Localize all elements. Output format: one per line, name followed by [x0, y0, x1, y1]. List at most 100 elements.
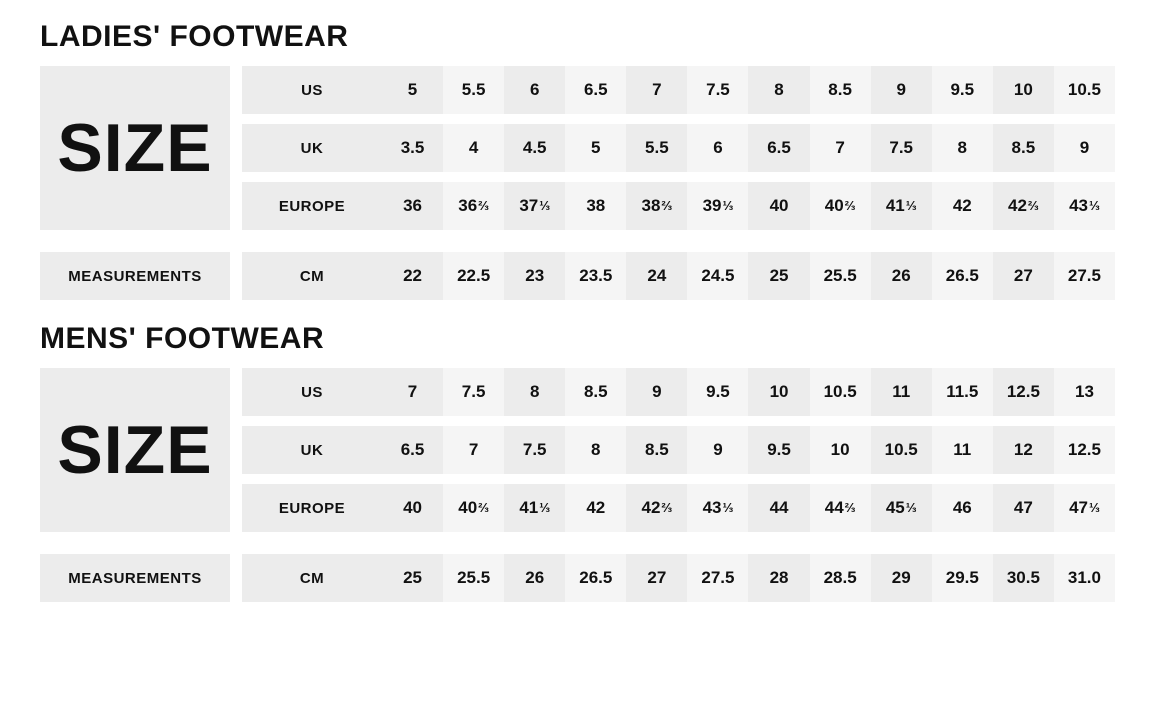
size-cell: 37⅓: [504, 182, 565, 230]
size-cell: 40: [382, 484, 443, 532]
size-cell: 31.0: [1054, 554, 1115, 602]
group-label-measurements: MEASUREMENTS: [40, 554, 230, 602]
size-cell: 12.5: [993, 368, 1054, 416]
size-cell: 10.5: [810, 368, 871, 416]
size-cell: 30.5: [993, 554, 1054, 602]
size-cell: 42⅔: [626, 484, 687, 532]
size-cell: 11: [932, 426, 993, 474]
unit-label: CM: [242, 554, 382, 602]
size-cell: 27.5: [687, 554, 748, 602]
size-cell: 8.5: [626, 426, 687, 474]
size-cell: 7: [810, 124, 871, 172]
size-cell: 10: [748, 368, 809, 416]
size-cell: 10.5: [1054, 66, 1115, 114]
unit-label: US: [242, 66, 382, 114]
section-title: MENS' FOOTWEAR: [40, 322, 1115, 356]
size-row: CM2222.52323.52424.52525.52626.52727.5: [242, 252, 1115, 300]
size-cell: 25: [748, 252, 809, 300]
size-cell: 10: [993, 66, 1054, 114]
size-cell: 26: [871, 252, 932, 300]
size-cell: 36⅔: [443, 182, 504, 230]
size-cell: 7.5: [504, 426, 565, 474]
size-cell: 6.5: [748, 124, 809, 172]
size-cell: 10: [810, 426, 871, 474]
rows-wrap: CM2222.52323.52424.52525.52626.52727.5: [242, 252, 1115, 300]
size-cell: 8: [932, 124, 993, 172]
size-row: EUROPE3636⅔37⅓3838⅔39⅓4040⅔41⅓4242⅔43⅓: [242, 182, 1115, 230]
size-cell: 41⅓: [871, 182, 932, 230]
size-cell: 44⅔: [810, 484, 871, 532]
section-title: LADIES' FOOTWEAR: [40, 20, 1115, 54]
size-cell: 8.5: [565, 368, 626, 416]
size-cell: 40⅔: [443, 484, 504, 532]
size-cell: 11: [871, 368, 932, 416]
size-group: SIZEUS77.588.599.51010.51111.512.513UK6.…: [40, 368, 1115, 532]
size-cell: 5: [565, 124, 626, 172]
size-cell: 7.5: [687, 66, 748, 114]
size-cell: 7: [382, 368, 443, 416]
size-cell: 29: [871, 554, 932, 602]
size-cell: 26.5: [932, 252, 993, 300]
size-cell: 26: [504, 554, 565, 602]
size-row: UK3.544.555.566.577.588.59: [242, 124, 1115, 172]
unit-label: CM: [242, 252, 382, 300]
size-cell: 12.5: [1054, 426, 1115, 474]
group-label-size: SIZE: [40, 66, 230, 230]
size-cell: 39⅓: [687, 182, 748, 230]
size-cell: 8.5: [810, 66, 871, 114]
size-cell: 8: [565, 426, 626, 474]
size-row: EUROPE4040⅔41⅓4242⅔43⅓4444⅔45⅓464747⅓: [242, 484, 1115, 532]
rows-wrap: US55.566.577.588.599.51010.5UK3.544.555.…: [242, 66, 1115, 230]
size-cell: 7.5: [443, 368, 504, 416]
unit-label: UK: [242, 426, 382, 474]
size-cell: 47⅓: [1054, 484, 1115, 532]
size-cell: 41⅓: [504, 484, 565, 532]
size-row: UK6.577.588.599.51010.5111212.5: [242, 426, 1115, 474]
size-row: CM2525.52626.52727.52828.52929.530.531.0: [242, 554, 1115, 602]
size-cell: 9: [871, 66, 932, 114]
size-cell: 8: [748, 66, 809, 114]
size-group: MEASUREMENTSCM2222.52323.52424.52525.526…: [40, 252, 1115, 300]
size-cell: 25.5: [810, 252, 871, 300]
size-cell: 9: [1054, 124, 1115, 172]
size-cell: 24.5: [687, 252, 748, 300]
size-cell: 36: [382, 182, 443, 230]
size-row: US77.588.599.51010.51111.512.513: [242, 368, 1115, 416]
size-cell: 9.5: [748, 426, 809, 474]
unit-label: EUROPE: [242, 182, 382, 230]
size-cell: 9: [687, 426, 748, 474]
size-cell: 42: [565, 484, 626, 532]
size-cell: 47: [993, 484, 1054, 532]
size-cell: 38⅔: [626, 182, 687, 230]
size-cell: 45⅓: [871, 484, 932, 532]
size-cell: 4.5: [504, 124, 565, 172]
size-cell: 25: [382, 554, 443, 602]
size-cell: 12: [993, 426, 1054, 474]
size-cell: 25.5: [443, 554, 504, 602]
size-cell: 7.5: [871, 124, 932, 172]
size-group: SIZEUS55.566.577.588.599.51010.5UK3.544.…: [40, 66, 1115, 230]
size-cell: 7: [626, 66, 687, 114]
size-cell: 46: [932, 484, 993, 532]
rows-wrap: CM2525.52626.52727.52828.52929.530.531.0: [242, 554, 1115, 602]
size-cell: 29.5: [932, 554, 993, 602]
unit-label: US: [242, 368, 382, 416]
size-cell: 40: [748, 182, 809, 230]
size-cell: 8.5: [993, 124, 1054, 172]
size-cell: 5: [382, 66, 443, 114]
size-row: US55.566.577.588.599.51010.5: [242, 66, 1115, 114]
unit-label: EUROPE: [242, 484, 382, 532]
size-cell: 27: [993, 252, 1054, 300]
size-cell: 26.5: [565, 554, 626, 602]
size-cell: 38: [565, 182, 626, 230]
size-cell: 40⅔: [810, 182, 871, 230]
size-cell: 27: [626, 554, 687, 602]
size-cell: 28: [748, 554, 809, 602]
size-cell: 22.5: [443, 252, 504, 300]
size-group: MEASUREMENTSCM2525.52626.52727.52828.529…: [40, 554, 1115, 602]
size-cell: 8: [504, 368, 565, 416]
size-cell: 24: [626, 252, 687, 300]
size-cell: 28.5: [810, 554, 871, 602]
size-cell: 43⅓: [687, 484, 748, 532]
size-cell: 13: [1054, 368, 1115, 416]
